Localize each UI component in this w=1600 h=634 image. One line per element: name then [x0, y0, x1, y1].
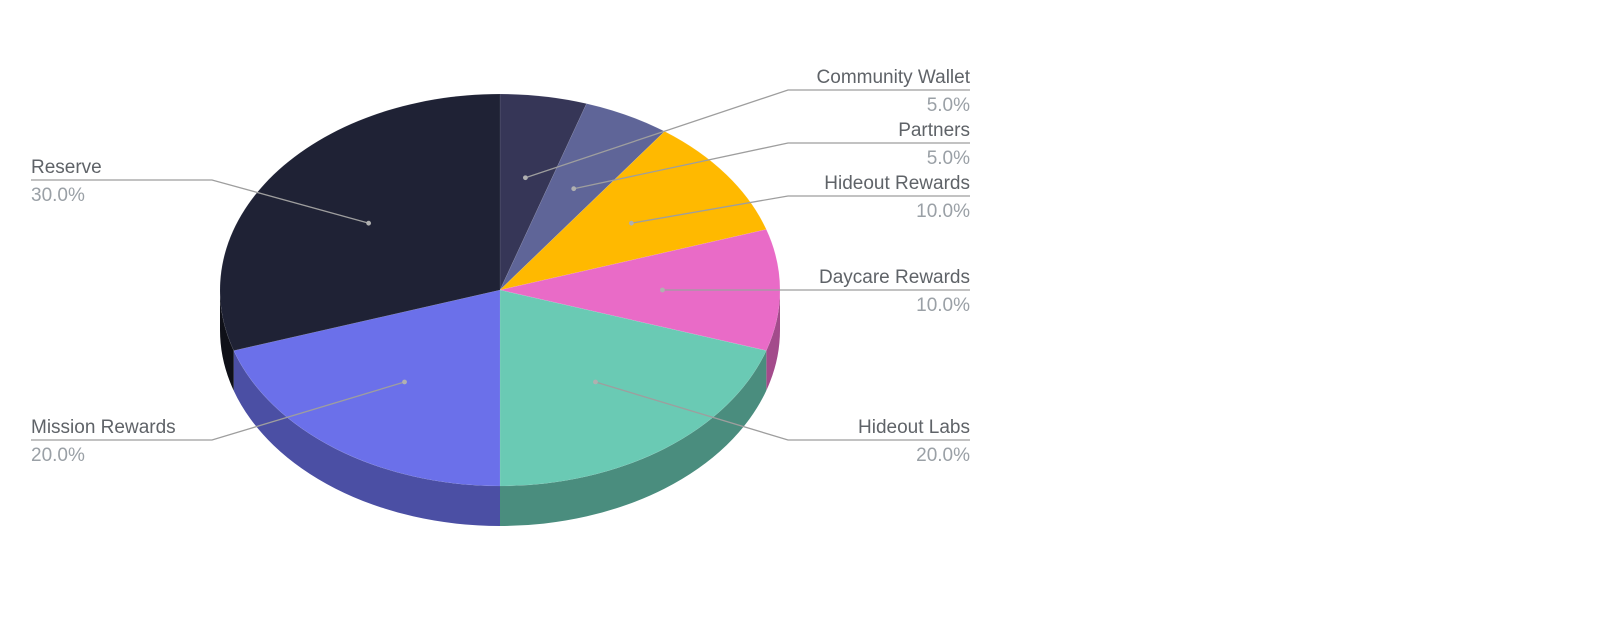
callout-hideout-rewards: Hideout Rewards 10.0%: [628, 173, 970, 226]
callout-reserve: Reserve 30.0%: [31, 157, 372, 226]
slice-label: Partners: [898, 120, 970, 141]
pie-side-mission-rewards: [233, 350, 501, 526]
pie-side-hideout-labs: [500, 350, 767, 526]
slice-percent: 20.0%: [31, 445, 85, 466]
leader-dot: [571, 186, 577, 192]
leader-dot: [402, 379, 407, 385]
pie-side-daycare-rewards: [766, 290, 780, 391]
callout-partners: Partners 5.0%: [571, 120, 970, 192]
leader-dot: [593, 379, 598, 385]
slice-percent: 10.0%: [916, 295, 970, 316]
slice-percent: 20.0%: [916, 445, 970, 466]
slice-percent: 10.0%: [916, 201, 970, 222]
slice-label: Daycare Rewards: [819, 267, 970, 288]
leader-line: [525, 89, 970, 179]
pie-sides: [220, 290, 780, 526]
leader-line: [31, 381, 405, 441]
leader-dot: [660, 287, 665, 293]
slice-label: Mission Rewards: [31, 417, 176, 438]
callout-community-wallet: Community Wallet 5.0%: [523, 67, 971, 181]
pie-slice-mission-rewards[interactable]: [233, 289, 501, 487]
pie-side-reserve: [220, 290, 234, 391]
leader-line: [573, 142, 970, 190]
leader-line: [595, 381, 970, 441]
pie-slice-hideout-rewards[interactable]: [499, 131, 767, 291]
pie-slice-community-wallet[interactable]: [499, 93, 587, 291]
pie-slices: [219, 93, 781, 487]
leader-dot: [628, 220, 634, 226]
pie-slice-reserve[interactable]: [219, 93, 501, 351]
slice-label: Reserve: [31, 157, 102, 178]
leader-dot: [366, 220, 372, 226]
slice-percent: 5.0%: [927, 148, 970, 169]
slice-label: Community Wallet: [817, 67, 971, 88]
pie-slice-hideout-labs[interactable]: [499, 289, 767, 487]
slice-percent: 5.0%: [927, 95, 970, 116]
callout-daycare-rewards: Daycare Rewards 10.0%: [660, 267, 970, 316]
leader-dot: [523, 175, 528, 181]
slice-label: Hideout Rewards: [824, 173, 970, 194]
leader-line: [31, 179, 369, 224]
callouts: Community Wallet 5.0% Partners 5.0% Hideout …: [31, 67, 971, 466]
callout-mission-rewards: Mission Rewards 20.0%: [31, 379, 407, 466]
callout-hideout-labs: Hideout Labs 20.0%: [593, 379, 970, 466]
leader-line: [631, 195, 970, 224]
slice-percent: 30.0%: [31, 185, 85, 206]
slice-label: Hideout Labs: [858, 417, 970, 438]
